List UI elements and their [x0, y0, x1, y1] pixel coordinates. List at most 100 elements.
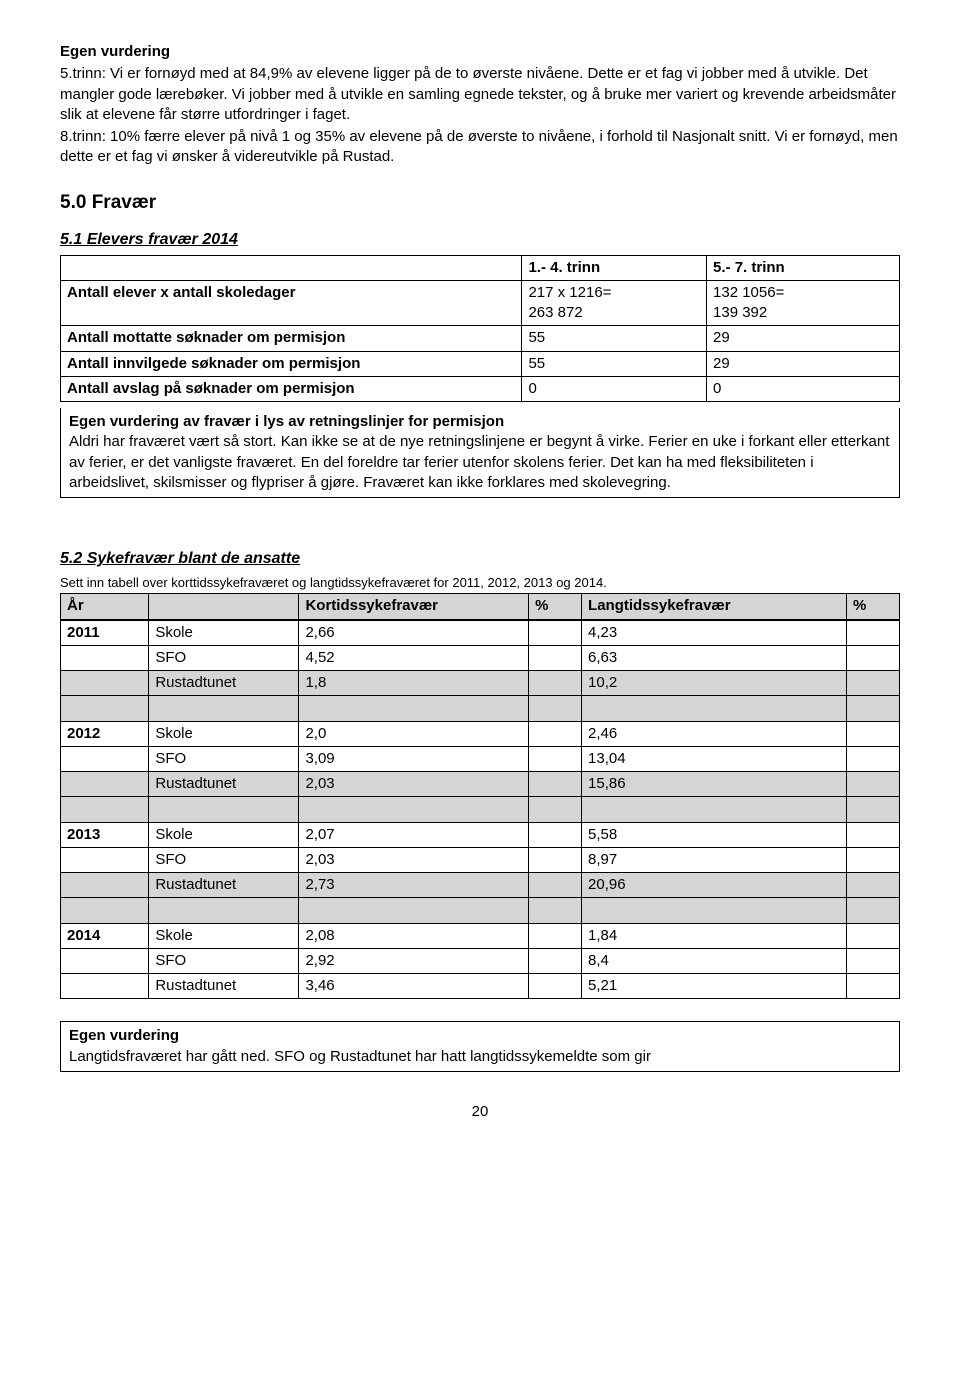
- cell: [846, 721, 899, 746]
- col-langtids-pct: %: [846, 594, 899, 619]
- cell: 6,63: [582, 645, 847, 670]
- col-header-1-4-trinn: 1.- 4. trinn: [522, 255, 707, 280]
- col-header-5-7-trinn: 5.- 7. trinn: [707, 255, 900, 280]
- fravaer-evaluation-box: Egen vurdering av fravær i lys av retnin…: [60, 408, 900, 498]
- cell: [529, 645, 582, 670]
- table-row: Antall elever x antall skoledager 217 x …: [61, 280, 900, 326]
- table-header-row: 1.- 4. trinn 5.- 7. trinn: [61, 255, 900, 280]
- spacer-row: [61, 797, 900, 822]
- cell: 4,52: [299, 645, 529, 670]
- cell: [529, 923, 582, 948]
- cell: [846, 847, 899, 872]
- cell: [61, 948, 149, 973]
- cell: 15,86: [582, 772, 847, 797]
- cell: [846, 671, 899, 696]
- cell: 5,21: [582, 974, 847, 999]
- cell: Skole: [149, 822, 299, 847]
- cell: 0: [707, 376, 900, 401]
- sykefravaer-eval-heading: Egen vurdering: [69, 1027, 179, 1044]
- table-row: 2012Skole2,0 2,46: [61, 721, 900, 746]
- cell: SFO: [149, 948, 299, 973]
- cell: 2,03: [299, 847, 529, 872]
- cell: 13,04: [582, 746, 847, 771]
- cell: [61, 772, 149, 797]
- cell: Skole: [149, 721, 299, 746]
- cell: 217 x 1216= 263 872: [522, 280, 707, 326]
- col-korttids: Kortidssykefravær: [299, 594, 529, 619]
- fravaer-eval-text: Aldri har fraværet vært så stort. Kan ik…: [69, 433, 889, 491]
- table-row: Antall mottatte søknader om permisjon 55…: [61, 326, 900, 351]
- cell: [846, 772, 899, 797]
- cell: 2011: [61, 620, 149, 645]
- cell: 2013: [61, 822, 149, 847]
- section-5-2-subtitle: Sett inn tabell over korttidssykefravære…: [60, 574, 900, 592]
- cell: Rustadtunet: [149, 772, 299, 797]
- cell: 2,03: [299, 772, 529, 797]
- table-row: Antall innvilgede søknader om permisjon …: [61, 351, 900, 376]
- col-langtids: Langtidssykefravær: [582, 594, 847, 619]
- intro-paragraph-1: 5.trinn: Vi er fornøyd med at 84,9% av e…: [60, 64, 900, 125]
- cell: 2014: [61, 923, 149, 948]
- table-row: Rustadtunet3,465,21: [61, 974, 900, 999]
- cell: 1,84: [582, 923, 847, 948]
- cell: [529, 974, 582, 999]
- cell: [61, 671, 149, 696]
- cell: Rustadtunet: [149, 873, 299, 898]
- cell: [529, 772, 582, 797]
- table-row: SFO2,92 8,4: [61, 948, 900, 973]
- cell: 8,4: [582, 948, 847, 973]
- fravaer-eval-heading: Egen vurdering av fravær i lys av retnin…: [69, 413, 504, 430]
- cell: [846, 923, 899, 948]
- cell: 3,09: [299, 746, 529, 771]
- cell: Rustadtunet: [149, 671, 299, 696]
- cell: 2,07: [299, 822, 529, 847]
- cell: [529, 948, 582, 973]
- spacer-row: [61, 898, 900, 923]
- cell: 2,0: [299, 721, 529, 746]
- table-row: Rustadtunet2,73 20,96: [61, 873, 900, 898]
- col-blank: [149, 594, 299, 619]
- row-label: Antall innvilgede søknader om permisjon: [61, 351, 522, 376]
- cell: Rustadtunet: [149, 974, 299, 999]
- col-korttids-pct: %: [529, 594, 582, 619]
- cell: [846, 746, 899, 771]
- cell: 2,92: [299, 948, 529, 973]
- egen-vurdering-heading-1: Egen vurdering: [60, 42, 900, 62]
- sykefravaer-evaluation-box: Egen vurdering Langtidsfraværet har gått…: [60, 1021, 900, 1072]
- cell: 2,73: [299, 873, 529, 898]
- cell: [529, 746, 582, 771]
- cell: [529, 721, 582, 746]
- cell: 29: [707, 326, 900, 351]
- cell: [846, 948, 899, 973]
- page-number: 20: [60, 1102, 900, 1122]
- cell: 29: [707, 351, 900, 376]
- cell: SFO: [149, 847, 299, 872]
- cell: 2,66: [299, 620, 529, 645]
- cell: 8,97: [582, 847, 847, 872]
- cell: Skole: [149, 620, 299, 645]
- cell: 20,96: [582, 873, 847, 898]
- cell: [846, 620, 899, 645]
- intro-paragraph-2: 8.trinn: 10% færre elever på nivå 1 og 3…: [60, 127, 900, 168]
- cell: [61, 974, 149, 999]
- table-row: 2014Skole2,081,84: [61, 923, 900, 948]
- cell: [846, 873, 899, 898]
- table-row: Rustadtunet2,03 15,86: [61, 772, 900, 797]
- cell: [846, 645, 899, 670]
- cell: 1,8: [299, 671, 529, 696]
- cell: SFO: [149, 746, 299, 771]
- cell: 2,46: [582, 721, 847, 746]
- cell: 2012: [61, 721, 149, 746]
- col-år: År: [61, 594, 149, 619]
- cell: [846, 974, 899, 999]
- table-row: SFO3,09 13,04: [61, 746, 900, 771]
- cell: [846, 822, 899, 847]
- table-row: SFO2,03 8,97: [61, 847, 900, 872]
- cell: 0: [522, 376, 707, 401]
- cell: 55: [522, 351, 707, 376]
- cell: [529, 847, 582, 872]
- table-row: SFO4,52 6,63: [61, 645, 900, 670]
- cell: SFO: [149, 645, 299, 670]
- cell: [529, 671, 582, 696]
- cell: [529, 873, 582, 898]
